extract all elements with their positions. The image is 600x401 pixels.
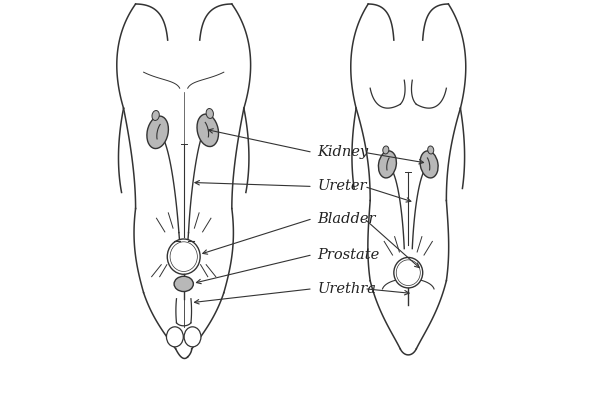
Ellipse shape (167, 239, 200, 274)
Ellipse shape (420, 151, 438, 178)
Text: Kidney: Kidney (317, 146, 368, 159)
Ellipse shape (152, 111, 159, 120)
Ellipse shape (206, 109, 214, 118)
Text: Ureter: Ureter (317, 180, 367, 193)
Text: Prostate: Prostate (317, 248, 379, 261)
Ellipse shape (184, 327, 201, 347)
Ellipse shape (147, 116, 169, 148)
Ellipse shape (166, 327, 184, 347)
Ellipse shape (394, 257, 423, 288)
Text: Bladder: Bladder (317, 212, 376, 225)
Ellipse shape (174, 276, 193, 292)
Ellipse shape (197, 114, 218, 146)
Text: Urethra: Urethra (317, 282, 376, 296)
Ellipse shape (383, 146, 389, 154)
Ellipse shape (379, 151, 397, 178)
Ellipse shape (428, 146, 434, 154)
